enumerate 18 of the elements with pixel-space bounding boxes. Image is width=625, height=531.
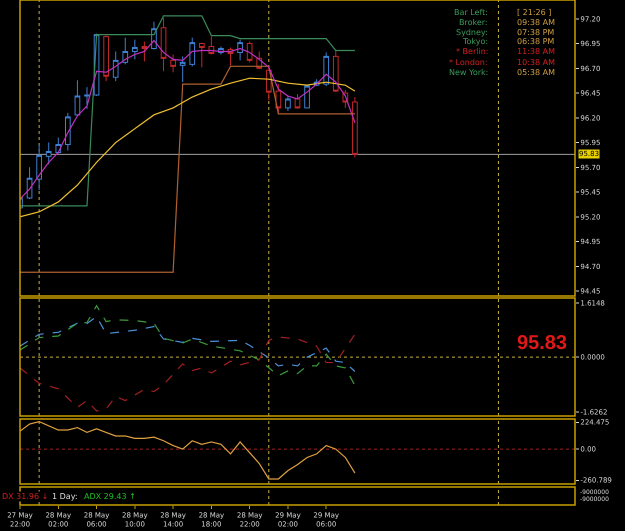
text: 1 Day: <box>52 492 78 501</box>
annotation: Broker: <box>459 18 488 27</box>
annotation: 07:38 PM <box>517 28 554 37</box>
annotation: 06:38 PM <box>517 37 554 46</box>
annotation: 95.83 <box>517 332 568 354</box>
annotation: * Berlin: <box>456 47 488 56</box>
annotation: Tokyo: <box>462 37 488 46</box>
text: DX 31.96 ↓ <box>2 492 48 501</box>
annotation: 05:38 AM <box>517 68 556 77</box>
annotation: 11:38 AM <box>517 47 556 56</box>
annotation: Sydney: <box>456 28 488 37</box>
annotation: 10:38 AM <box>517 58 556 67</box>
annotation: 09:38 AM <box>517 18 556 27</box>
annotation: Bar Left: <box>454 8 488 17</box>
annotation: [ 21:26 ] <box>517 8 552 17</box>
text: ADX 29.43 ↑ <box>84 492 136 501</box>
annotation: * London: <box>449 58 488 67</box>
annotation: New York: <box>449 68 488 77</box>
